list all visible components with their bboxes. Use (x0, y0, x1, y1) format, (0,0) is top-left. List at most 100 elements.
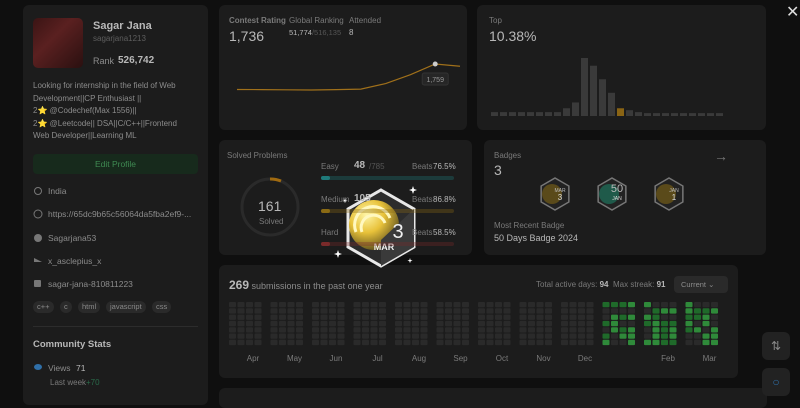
heat-cell (711, 302, 718, 308)
heat-cell (503, 339, 511, 346)
solved-title: Solved Problems (227, 151, 288, 160)
heat-cell (519, 302, 527, 308)
heat-cell (246, 333, 253, 339)
heat-cell (296, 333, 303, 339)
dropdown-text: Current (681, 280, 707, 289)
histogram-bar (500, 112, 507, 116)
heat-cell (578, 339, 585, 346)
chat-button[interactable]: ○ (762, 368, 790, 396)
heat-cell (611, 333, 618, 339)
heat-cell (561, 308, 568, 314)
badges-arrow[interactable]: → (714, 148, 728, 164)
heat-cell (702, 333, 710, 339)
heat-cell (453, 314, 461, 320)
heat-cell (486, 302, 494, 308)
active: 94 (599, 280, 609, 289)
heat-cell (320, 302, 328, 308)
heat-cell (296, 320, 303, 327)
heat-cell (279, 320, 286, 327)
heat-cell (246, 320, 253, 327)
modal-arc (353, 205, 392, 233)
heat-cell (312, 314, 319, 320)
heat-cell (312, 308, 319, 314)
heat-cell (462, 314, 469, 320)
heat-cell (246, 308, 253, 314)
heat-cell (702, 302, 710, 308)
progress-fill (321, 209, 330, 213)
heat-cell (362, 333, 369, 339)
histogram-bar (626, 110, 633, 116)
heat-cell (545, 314, 552, 320)
heat-cell (246, 302, 253, 308)
heat-cell (229, 320, 236, 327)
skill-tag: javascript (106, 301, 146, 313)
heat-cell (661, 320, 668, 327)
heat-cell (669, 333, 677, 339)
heat-cell (362, 339, 369, 346)
heat-cell (462, 308, 469, 314)
heat-cell (503, 333, 511, 339)
heat-cell (254, 302, 262, 308)
heat-cell (436, 308, 444, 314)
twitter[interactable]: x_asclepius_x (48, 256, 102, 266)
heat-cell (453, 333, 461, 339)
heat-cell (652, 333, 660, 339)
heat-cell (669, 308, 677, 314)
heat-cell (337, 314, 345, 320)
active-label: Total active days: (536, 280, 598, 289)
heat-cell (337, 327, 345, 333)
github[interactable]: Sagarjana53 (48, 233, 97, 243)
heat-cell (486, 314, 494, 320)
heat-cell (279, 302, 286, 308)
heat-cell (519, 327, 527, 333)
histogram-bar (707, 113, 714, 116)
heat-cell (229, 302, 236, 308)
side-button[interactable]: ⇅ (762, 332, 790, 360)
modal-arc (359, 213, 387, 233)
recent-badge: 50 Days Badge 2024 (494, 233, 579, 243)
heat-cell (611, 339, 618, 346)
heat-cell (711, 333, 718, 339)
heat-cell (528, 339, 535, 346)
heat-cell (312, 302, 319, 308)
heat-cell (420, 339, 428, 346)
heat-cell (370, 320, 378, 327)
heat-cell (652, 314, 660, 320)
heat-cell (436, 320, 444, 327)
heat-cell (661, 314, 668, 320)
close-button[interactable]: ✕ (786, 4, 800, 21)
views-label: Views (48, 363, 71, 373)
website[interactable]: https://65dc9b65c56064da5fba2ef9-... (48, 209, 192, 219)
heat-cell (578, 314, 585, 320)
heat-cell (611, 302, 618, 308)
heat-cell (628, 308, 635, 314)
year-dropdown[interactable]: Current ⌄ (674, 276, 728, 293)
heat-cell (237, 302, 245, 308)
heat-cell (685, 339, 693, 346)
heat-cell (685, 308, 693, 314)
heat-cell (619, 308, 627, 314)
heat-cell (478, 308, 485, 314)
heat-cell (586, 333, 594, 339)
heat-cell (536, 314, 544, 320)
heat-cell (403, 302, 411, 308)
skill-tag: html (78, 301, 101, 313)
month-label: Sep (453, 354, 468, 363)
heat-cell (702, 339, 710, 346)
heat-cell (602, 327, 610, 333)
heat-cell (436, 327, 444, 333)
linkedin[interactable]: sagar-jana-810811223 (48, 279, 133, 289)
heat-cell (669, 327, 677, 333)
of-total: /785 (369, 162, 385, 171)
progress-track (321, 209, 454, 213)
edit-profile-button[interactable]: Edit Profile (33, 154, 198, 174)
heat-cell (246, 339, 253, 346)
active-days: Total active days: 94 (536, 280, 609, 289)
heat-cell (495, 302, 502, 308)
heat-cell (694, 302, 701, 308)
heat-cell (379, 308, 386, 314)
heat-cell (370, 327, 378, 333)
global-rank: 51,774 (289, 28, 312, 37)
heat-cell (379, 339, 386, 346)
